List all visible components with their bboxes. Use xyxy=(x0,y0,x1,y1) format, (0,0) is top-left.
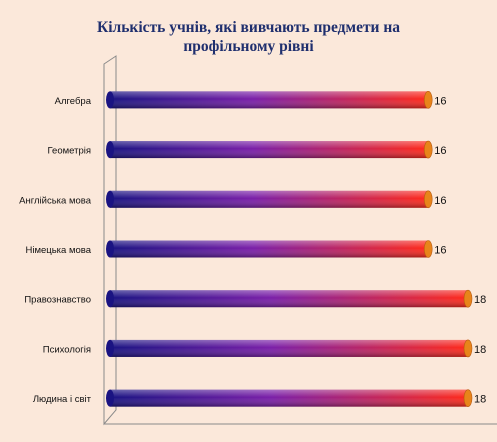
bar-group: Правознавство 18 xyxy=(24,289,486,308)
bar-group: Людина і світ 18 xyxy=(33,389,486,407)
bar-group: Геометрія 16 xyxy=(48,140,446,159)
bar-shading xyxy=(110,240,429,258)
bar-shading xyxy=(110,339,468,357)
bar-start-cap xyxy=(106,141,114,159)
data-label: 16 xyxy=(434,95,446,107)
bar-shading xyxy=(110,91,429,109)
bar-start-cap xyxy=(106,339,114,357)
bar-start-cap xyxy=(106,190,114,208)
bar-group: Англійська мова 16 xyxy=(19,190,446,209)
category-label: Людина і світ xyxy=(33,394,92,405)
bar-shading xyxy=(110,389,468,407)
category-label: Правознавство xyxy=(24,295,91,306)
bar-start-cap xyxy=(106,389,114,407)
bar-shading xyxy=(110,190,429,208)
bar-end-cap xyxy=(423,140,433,159)
bar-end-cap xyxy=(463,339,473,358)
bar-group: Психологія 18 xyxy=(43,339,486,358)
category-label: Німецька мова xyxy=(25,245,91,256)
bar-end-cap xyxy=(463,289,473,308)
category-label: Англійська мова xyxy=(19,195,92,206)
category-label: Геометрія xyxy=(48,146,91,157)
data-label: 18 xyxy=(474,394,486,406)
bar-end-cap xyxy=(423,91,433,109)
bar-start-cap xyxy=(106,91,114,109)
data-label: 18 xyxy=(474,344,486,356)
data-label: 16 xyxy=(434,245,446,257)
data-label: 18 xyxy=(474,294,486,306)
chart-title-line-1: Кількість учнів, які вивчають предмети н… xyxy=(96,19,401,36)
data-label: 16 xyxy=(434,145,446,157)
bar-group: Німецька мова 16 xyxy=(25,240,446,258)
chart-title-line-2: профільному рівні xyxy=(183,38,314,55)
category-axis xyxy=(103,55,117,426)
chart-title: Кількість учнів, які вивчають предмети н… xyxy=(0,18,497,56)
bar-end-cap xyxy=(463,389,473,407)
bar-shading xyxy=(110,141,429,159)
category-label: Психологія xyxy=(43,344,91,355)
bar-shading xyxy=(110,290,468,308)
bar-end-cap xyxy=(423,240,433,258)
bar-start-cap xyxy=(106,290,114,308)
bar-end-cap xyxy=(423,190,433,209)
data-label: 16 xyxy=(434,195,446,207)
category-label: Алгебра xyxy=(55,96,92,107)
bar-group: Алгебра 16 xyxy=(55,91,446,109)
bar-start-cap xyxy=(106,240,114,258)
